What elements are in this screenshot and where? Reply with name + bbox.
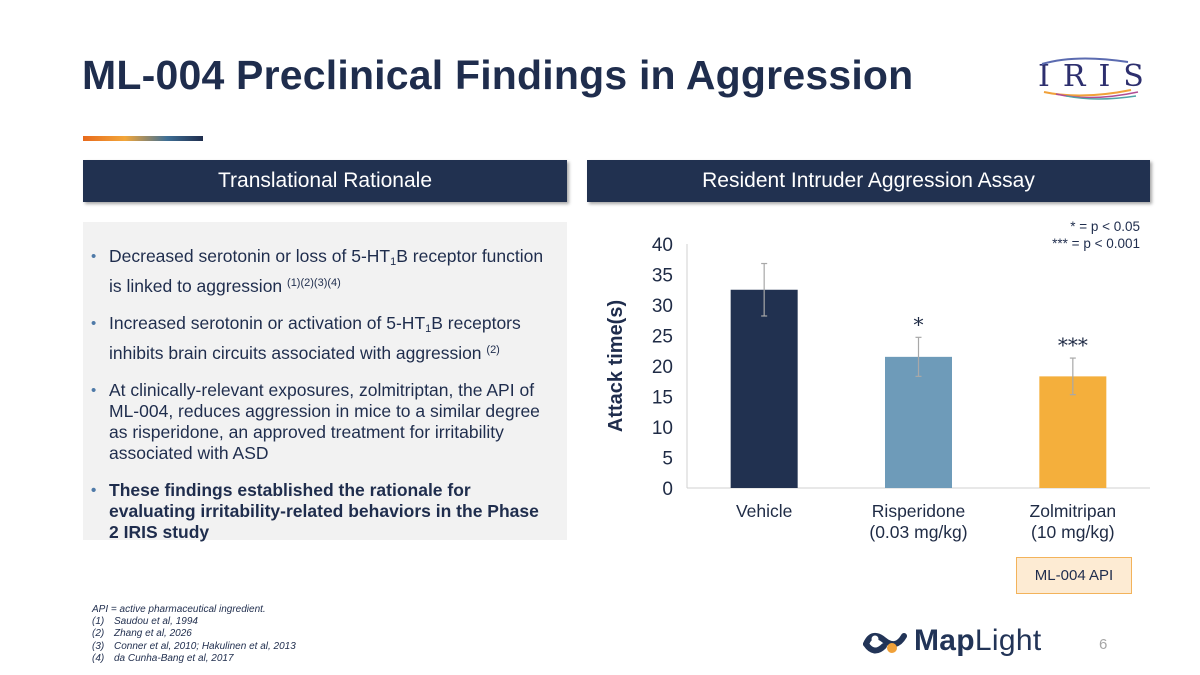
bullet-marker: • [91, 315, 97, 332]
x-tick-label: (0.03 mg/kg) [869, 522, 967, 542]
x-tick-label: (10 mg/kg) [1031, 522, 1115, 542]
y-tick-label: 0 [662, 479, 673, 500]
rationale-panel: • Decreased serotonin or loss of 5-HT1B r… [83, 222, 567, 543]
footnotes: API = active pharmaceutical ingredient.(… [92, 604, 296, 665]
significance-note-line: * = p < 0.05 [1070, 219, 1140, 234]
assay-header: Resident Intruder Aggression Assay [587, 160, 1150, 202]
svg-text:IRIS: IRIS [1038, 59, 1146, 94]
significance-marker: *** [1058, 333, 1088, 357]
maplight-mark-icon [863, 632, 907, 654]
aggression-bar-chart: 0 5 10 15 20 25 30 35 40 Attack time(s) Vehicle * Ri… [605, 235, 1150, 542]
x-tick-label: Vehicle [736, 501, 792, 521]
bullet-marker: • [91, 482, 97, 499]
y-tick-label: 25 [652, 327, 673, 348]
rationale-bullet: • These findings established the rational… [91, 480, 539, 542]
y-tick-label: 10 [652, 418, 673, 439]
y-tick-label: 20 [652, 357, 673, 378]
y-tick-label: 40 [652, 235, 673, 256]
page-title: ML-004 Preclinical Findings in Aggressio… [82, 52, 914, 98]
title-accent-bar [83, 136, 203, 141]
bullet-marker: • [91, 248, 97, 265]
x-tick-label: Risperidone [872, 501, 965, 521]
footnote-line: API = active pharmaceutical ingredient. [92, 604, 266, 615]
footnote-line: (3) Conner et al, 2010; Hakulinen et al, … [92, 640, 296, 652]
maplight-wordmark-bold: Map [914, 624, 975, 657]
significance-note: * = p < 0.05 *** = p < 0.001 [1052, 218, 1140, 252]
rationale-bullet: • At clinically-relevant exposures, zolmi… [91, 380, 540, 463]
page-number: 6 [1099, 636, 1108, 653]
y-tick-label: 15 [652, 388, 673, 409]
y-axis-label: Attack time(s) [605, 300, 627, 432]
rationale-bullets: • Decreased serotonin or loss of 5-HT1B r… [83, 222, 567, 543]
bar [885, 356, 952, 488]
rationale-bullet: • Increased serotonin or activation of 5-… [91, 313, 521, 363]
y-tick-label: 35 [652, 266, 673, 287]
translational-rationale-header: Translational Rationale [83, 160, 567, 202]
rationale-bullet: • Decreased serotonin or loss of 5-HT1B r… [91, 246, 544, 296]
footnote-line: (2) Zhang et al, 2026 [92, 628, 192, 640]
y-tick-label: 30 [652, 296, 673, 317]
ml004-api-label: ML-004 API [1016, 557, 1132, 594]
bar [730, 289, 798, 488]
footnote-line: (1) Saudou et al, 1994 [92, 616, 198, 628]
maplight-logo: MapLight [862, 624, 1041, 658]
significance-marker: * [914, 312, 924, 336]
maplight-wordmark: MapLight [914, 624, 1041, 658]
maplight-wordmark-light: Light [974, 624, 1042, 657]
y-tick-label: 5 [662, 449, 673, 470]
x-tick-label: Zolmitripan [1030, 501, 1117, 521]
significance-note-line: *** = p < 0.001 [1052, 236, 1140, 251]
footnote-line: (4) da Cunha-Bang et al, 2017 [92, 652, 234, 664]
iris-logo: IRIS [1038, 57, 1146, 100]
bullet-marker: • [91, 382, 97, 399]
